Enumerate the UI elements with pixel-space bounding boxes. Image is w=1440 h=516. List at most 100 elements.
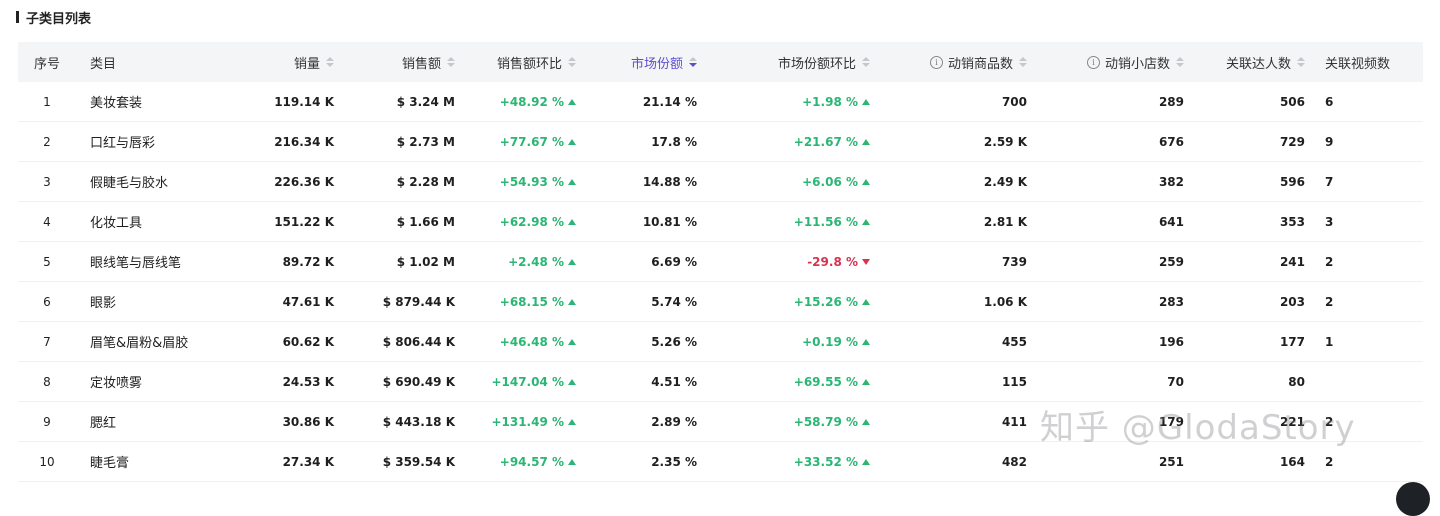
header-market-share-ratio[interactable]: 市场份额环比 <box>711 42 884 82</box>
cell-value: +69.55 % <box>793 374 858 389</box>
table-row[interactable]: 5 眼线笔与唇线笔 89.72 K $ 1.02 M +2.48 % 6.69 % -29.… <box>18 242 1423 282</box>
cell-active-shops: 382 <box>1041 162 1198 201</box>
header-active-shops[interactable]: i 动销小店数 <box>1041 42 1198 82</box>
cell-value: 196 <box>1158 334 1184 349</box>
cell-value: 2.81 K <box>983 214 1027 229</box>
cell-value: 2 <box>43 134 51 149</box>
cell-value: +1.98 % <box>802 94 858 109</box>
cell-value: 1 <box>43 94 51 109</box>
header-sales-volume[interactable]: 销量 <box>246 42 348 82</box>
cell-value: 6 <box>1325 94 1334 109</box>
cell-sales-amount: $ 1.66 M <box>348 202 469 241</box>
header-sales-amount[interactable]: 销售额 <box>348 42 469 82</box>
cell-value: 2.59 K <box>983 134 1027 149</box>
table-row[interactable]: 7 眉笔&眉粉&眉胶 60.62 K $ 806.44 K +46.48 % 5.26 %… <box>18 322 1423 362</box>
cell-value: +6.06 % <box>802 174 858 189</box>
cell-videos: 7 <box>1319 162 1423 201</box>
cell-category: 眼影 <box>76 282 246 321</box>
cell-market-share: 21.14 % <box>590 82 711 121</box>
sort-icon[interactable] <box>1297 57 1305 67</box>
trend-up-icon <box>568 178 576 185</box>
trend-up-icon <box>568 138 576 145</box>
cell-market-share-ratio: +1.98 % <box>711 82 884 121</box>
cell-value: $ 1.66 M <box>396 214 455 229</box>
cell-market-share: 14.88 % <box>590 162 711 201</box>
header-active-products[interactable]: i 动销商品数 <box>884 42 1041 82</box>
cell-value: 14.88 % <box>642 174 697 189</box>
trend-up-icon <box>568 258 576 265</box>
sort-icon[interactable] <box>1176 57 1184 67</box>
cell-value: 226.36 K <box>274 174 334 189</box>
cell-videos <box>1319 362 1423 401</box>
sort-icon[interactable] <box>689 57 697 67</box>
table-row[interactable]: 9 腮红 30.86 K $ 443.18 K +131.49 % 2.89 % +58.7… <box>18 402 1423 442</box>
table-row[interactable]: 1 美妆套装 119.14 K $ 3.24 M +48.92 % 21.14 % +1.9… <box>18 82 1423 122</box>
trend-up-icon <box>862 178 870 185</box>
header-label: 类目 <box>90 56 117 72</box>
sort-icon[interactable] <box>568 57 576 67</box>
cell-value: 89.72 K <box>282 254 334 269</box>
table-row[interactable]: 10 睫毛膏 27.34 K $ 359.54 K +94.57 % 2.35 % +33.… <box>18 442 1423 482</box>
cell-value: 47.61 K <box>282 294 334 309</box>
cell-sales-amount-ratio: +77.67 % <box>469 122 590 161</box>
cell-sales-amount: $ 690.49 K <box>348 362 469 401</box>
title-accent-bar <box>16 11 19 23</box>
cell-category: 腮红 <box>76 402 246 441</box>
cell-value: 30.86 K <box>282 414 334 429</box>
cell-influencers: 729 <box>1198 122 1319 161</box>
table-body: 1 美妆套装 119.14 K $ 3.24 M +48.92 % 21.14 % +1.9… <box>18 82 1423 482</box>
cell-value: 676 <box>1158 134 1184 149</box>
cell-value: $ 1.02 M <box>396 254 455 269</box>
cell-market-share: 6.69 % <box>590 242 711 281</box>
cell-value: 2 <box>1325 254 1334 269</box>
cell-idx: 8 <box>18 362 76 401</box>
cell-idx: 6 <box>18 282 76 321</box>
sort-icon[interactable] <box>447 57 455 67</box>
table-row[interactable]: 6 眼影 47.61 K $ 879.44 K +68.15 % 5.74 % +15.26… <box>18 282 1423 322</box>
header-label: 销量 <box>293 56 320 72</box>
header-label: 序号 <box>33 56 60 72</box>
trend-up-icon <box>862 138 870 145</box>
sort-icon[interactable] <box>862 57 870 67</box>
cell-value: 241 <box>1279 254 1305 269</box>
header-market-share[interactable]: 市场份额 <box>590 42 711 82</box>
table-row[interactable]: 8 定妆喷雾 24.53 K $ 690.49 K +147.04 % 4.51 % +69… <box>18 362 1423 402</box>
cell-value: 5.74 % <box>651 294 697 309</box>
cell-value: 9 <box>1325 134 1334 149</box>
table-row[interactable]: 3 假睫毛与胶水 226.36 K $ 2.28 M +54.93 % 14.88 % +6… <box>18 162 1423 202</box>
section-title: 子类目列表 <box>26 11 92 27</box>
header-sales-amount-ratio[interactable]: 销售额环比 <box>469 42 590 82</box>
cell-value: 2.89 % <box>651 414 697 429</box>
cell-value: +147.04 % <box>491 374 564 389</box>
header-influencers[interactable]: 关联达人数 <box>1198 42 1319 82</box>
trend-up-icon <box>862 218 870 225</box>
sort-icon[interactable] <box>326 57 334 67</box>
floating-action-icon[interactable] <box>1396 482 1430 516</box>
cell-value: +94.57 % <box>499 454 564 469</box>
cell-idx: 9 <box>18 402 76 441</box>
cell-value: +58.79 % <box>793 414 858 429</box>
cell-value: 251 <box>1158 454 1184 469</box>
cell-sales-volume: 226.36 K <box>246 162 348 201</box>
cell-value: +77.67 % <box>499 134 564 149</box>
cell-sales-volume: 24.53 K <box>246 362 348 401</box>
cell-active-shops: 196 <box>1041 322 1198 361</box>
table-row[interactable]: 2 口红与唇彩 216.34 K $ 2.73 M +77.67 % 17.8 % +21.… <box>18 122 1423 162</box>
cell-influencers: 221 <box>1198 402 1319 441</box>
cell-idx: 3 <box>18 162 76 201</box>
info-icon[interactable]: i <box>929 55 943 69</box>
cell-value: 4 <box>43 214 51 229</box>
trend-up-icon <box>568 98 576 105</box>
cell-value: 眼线笔与唇线笔 <box>90 256 182 271</box>
table-row[interactable]: 4 化妆工具 151.22 K $ 1.66 M +62.98 % 10.81 % +11.… <box>18 202 1423 242</box>
cell-sales-amount-ratio: +48.92 % <box>469 82 590 121</box>
cell-value: +2.48 % <box>508 254 564 269</box>
info-icon[interactable]: i <box>1086 55 1100 69</box>
sort-icon[interactable] <box>1019 57 1027 67</box>
cell-category: 睫毛膏 <box>76 442 246 481</box>
cell-market-share-ratio: +6.06 % <box>711 162 884 201</box>
section-header: 子类目列表 <box>16 6 91 28</box>
trend-up-icon <box>568 338 576 345</box>
cell-value: 10 <box>39 454 55 469</box>
cell-value: 1 <box>1325 334 1334 349</box>
